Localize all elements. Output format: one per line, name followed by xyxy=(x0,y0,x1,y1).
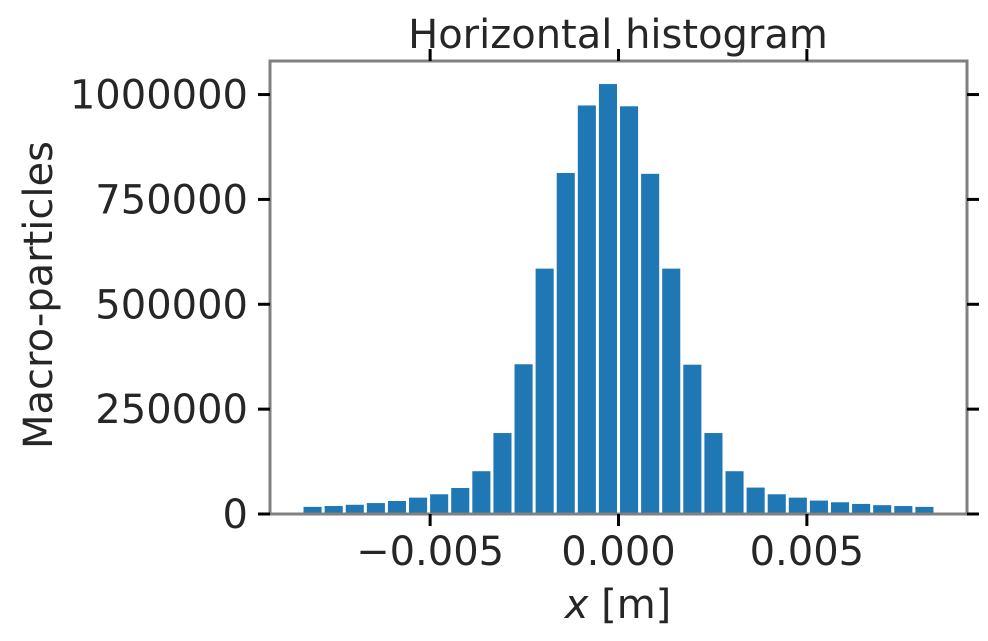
x-axis-unit: [m] xyxy=(588,582,671,628)
histogram-bar xyxy=(409,497,428,514)
y-tick-label: 250000 xyxy=(95,387,248,433)
histogram-bar xyxy=(746,487,765,514)
histogram-bar xyxy=(641,173,660,514)
histogram-bar xyxy=(704,433,723,514)
y-axis-label: Macro-particles xyxy=(16,141,62,449)
y-tick-label: 1000000 xyxy=(70,73,248,119)
histogram-bar xyxy=(852,503,871,514)
histogram-bar xyxy=(345,504,364,514)
chart-title: Horizontal histogram xyxy=(408,12,828,58)
histogram-bar xyxy=(788,497,807,514)
ticks-group: −0.005 0.000 0.005 0 250000 500000 750000 10000… xyxy=(70,49,979,575)
histogram-bar xyxy=(683,364,702,514)
y-tick-label: 500000 xyxy=(95,282,248,328)
histogram-bar xyxy=(725,471,744,514)
plot-frame xyxy=(268,59,969,516)
histogram-bar xyxy=(366,503,385,514)
histogram-bar xyxy=(514,364,533,514)
histogram-bar xyxy=(577,105,596,515)
x-axis-label: x [m] xyxy=(563,582,672,628)
histogram-bar xyxy=(535,268,554,515)
histogram-bar xyxy=(830,502,850,514)
y-tick-label: 750000 xyxy=(95,177,248,223)
histogram-bar xyxy=(493,433,512,514)
x-axis-variable: x xyxy=(563,582,589,628)
x-tick-label: 0.000 xyxy=(561,529,676,575)
histogram-bar xyxy=(620,106,639,515)
histogram-bar xyxy=(556,172,575,515)
y-tick-label: 0 xyxy=(223,492,248,538)
histogram-bar xyxy=(472,471,491,514)
x-tick-label: 0.005 xyxy=(750,529,865,575)
histogram-bar xyxy=(767,494,786,514)
histogram-bar xyxy=(598,84,617,514)
histogram-bar xyxy=(873,505,892,514)
histogram-bar xyxy=(430,494,449,514)
histogram-bar xyxy=(809,500,828,514)
bars-group xyxy=(303,84,934,515)
histogram-bar xyxy=(324,506,343,514)
histogram-bar xyxy=(894,506,913,514)
histogram-bar xyxy=(451,487,470,514)
histogram-bar xyxy=(662,268,681,515)
histogram-bar xyxy=(303,506,322,514)
histogram-bar xyxy=(387,501,406,514)
x-tick-label: −0.005 xyxy=(356,529,504,575)
histogram-bar xyxy=(915,506,934,514)
